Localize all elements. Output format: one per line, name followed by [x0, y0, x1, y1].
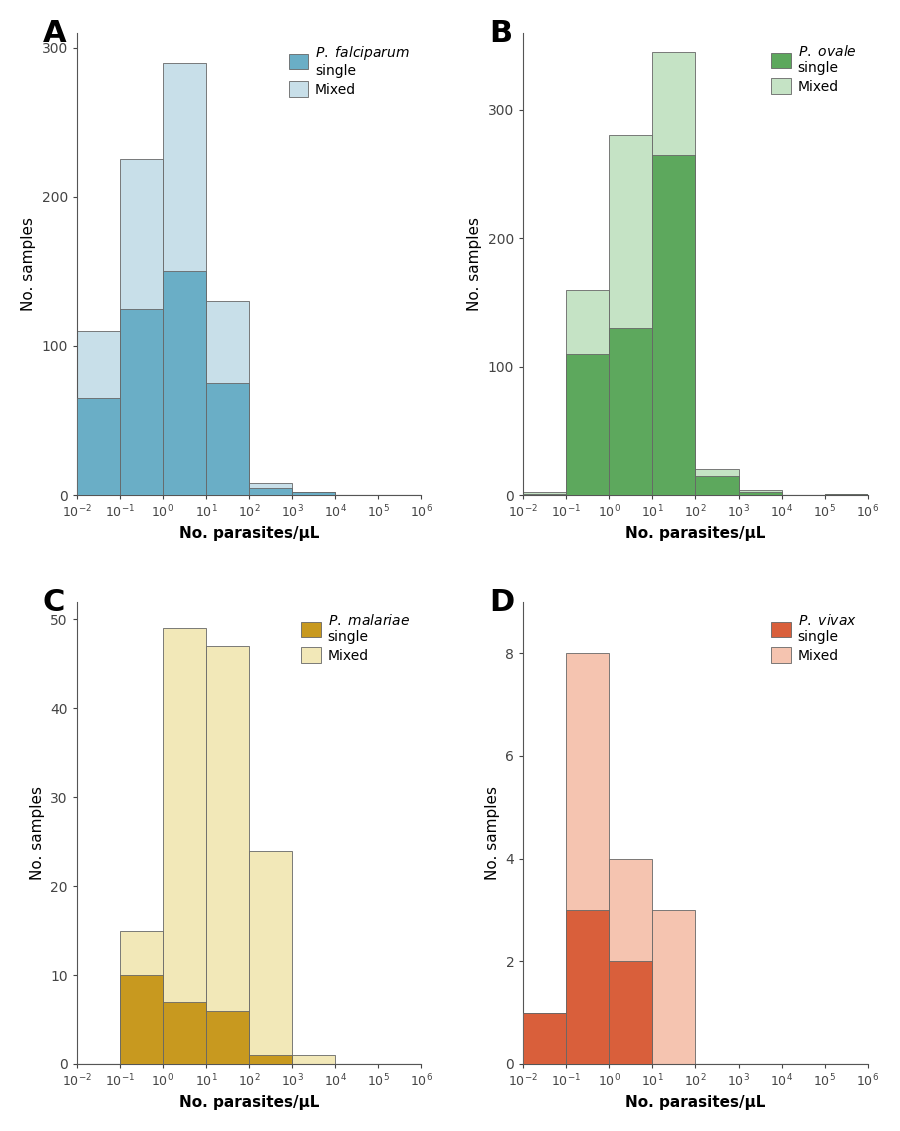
Bar — [696, 469, 739, 495]
Bar — [523, 1012, 566, 1064]
Text: B: B — [489, 19, 512, 48]
Bar — [120, 931, 163, 1064]
Legend: $\it{P.}$ $\it{malariae}$
single, Mixed: $\it{P.}$ $\it{malariae}$ single, Mixed — [297, 608, 414, 667]
Bar — [566, 290, 609, 495]
X-axis label: No. parasites/μL: No. parasites/μL — [626, 526, 766, 542]
Legend: $\it{P.}$ $\it{vivax}$
single, Mixed: $\it{P.}$ $\it{vivax}$ single, Mixed — [767, 608, 860, 667]
Bar — [739, 490, 781, 495]
Bar — [120, 309, 163, 495]
Bar — [163, 62, 206, 495]
Bar — [163, 271, 206, 495]
Bar — [566, 354, 609, 495]
Text: C: C — [42, 588, 65, 616]
Bar — [76, 331, 120, 495]
Bar — [652, 155, 696, 495]
Bar — [249, 483, 292, 495]
Bar — [120, 975, 163, 1064]
Bar — [206, 1011, 249, 1064]
Bar — [206, 301, 249, 495]
Bar — [249, 487, 292, 495]
Legend: $\it{P.}$ $\it{ovale}$
single, Mixed: $\it{P.}$ $\it{ovale}$ single, Mixed — [767, 40, 860, 98]
X-axis label: No. parasites/μL: No. parasites/μL — [626, 1095, 766, 1111]
Bar — [696, 476, 739, 495]
Y-axis label: No. samples: No. samples — [467, 217, 482, 311]
X-axis label: No. parasites/μL: No. parasites/μL — [179, 1095, 320, 1111]
Bar — [523, 494, 566, 495]
Bar — [206, 383, 249, 495]
Bar — [824, 494, 868, 495]
Bar — [523, 1012, 566, 1064]
Bar — [523, 492, 566, 495]
Bar — [739, 492, 781, 495]
Bar — [292, 492, 335, 495]
Bar — [652, 52, 696, 495]
Bar — [120, 159, 163, 495]
Bar — [566, 909, 609, 1064]
Text: A: A — [42, 19, 66, 48]
Y-axis label: No. samples: No. samples — [30, 786, 45, 880]
Bar — [566, 653, 609, 1064]
Legend: $\it{P.}$ $\it{falciparum}$
single, Mixed: $\it{P.}$ $\it{falciparum}$ single, Mixe… — [284, 40, 414, 101]
Bar — [609, 858, 652, 1064]
X-axis label: No. parasites/μL: No. parasites/μL — [179, 526, 320, 542]
Bar — [824, 494, 868, 495]
Bar — [76, 398, 120, 495]
Bar — [609, 136, 652, 495]
Bar — [609, 328, 652, 495]
Bar — [206, 646, 249, 1064]
Bar — [163, 629, 206, 1064]
Bar — [249, 1055, 292, 1064]
Bar — [249, 851, 292, 1064]
Text: D: D — [489, 588, 514, 616]
Bar — [292, 1055, 335, 1064]
Bar — [609, 961, 652, 1064]
Bar — [163, 1002, 206, 1064]
Y-axis label: No. samples: No. samples — [21, 217, 36, 311]
Y-axis label: No. samples: No. samples — [485, 786, 500, 880]
Bar — [292, 492, 335, 495]
Bar — [652, 909, 696, 1064]
